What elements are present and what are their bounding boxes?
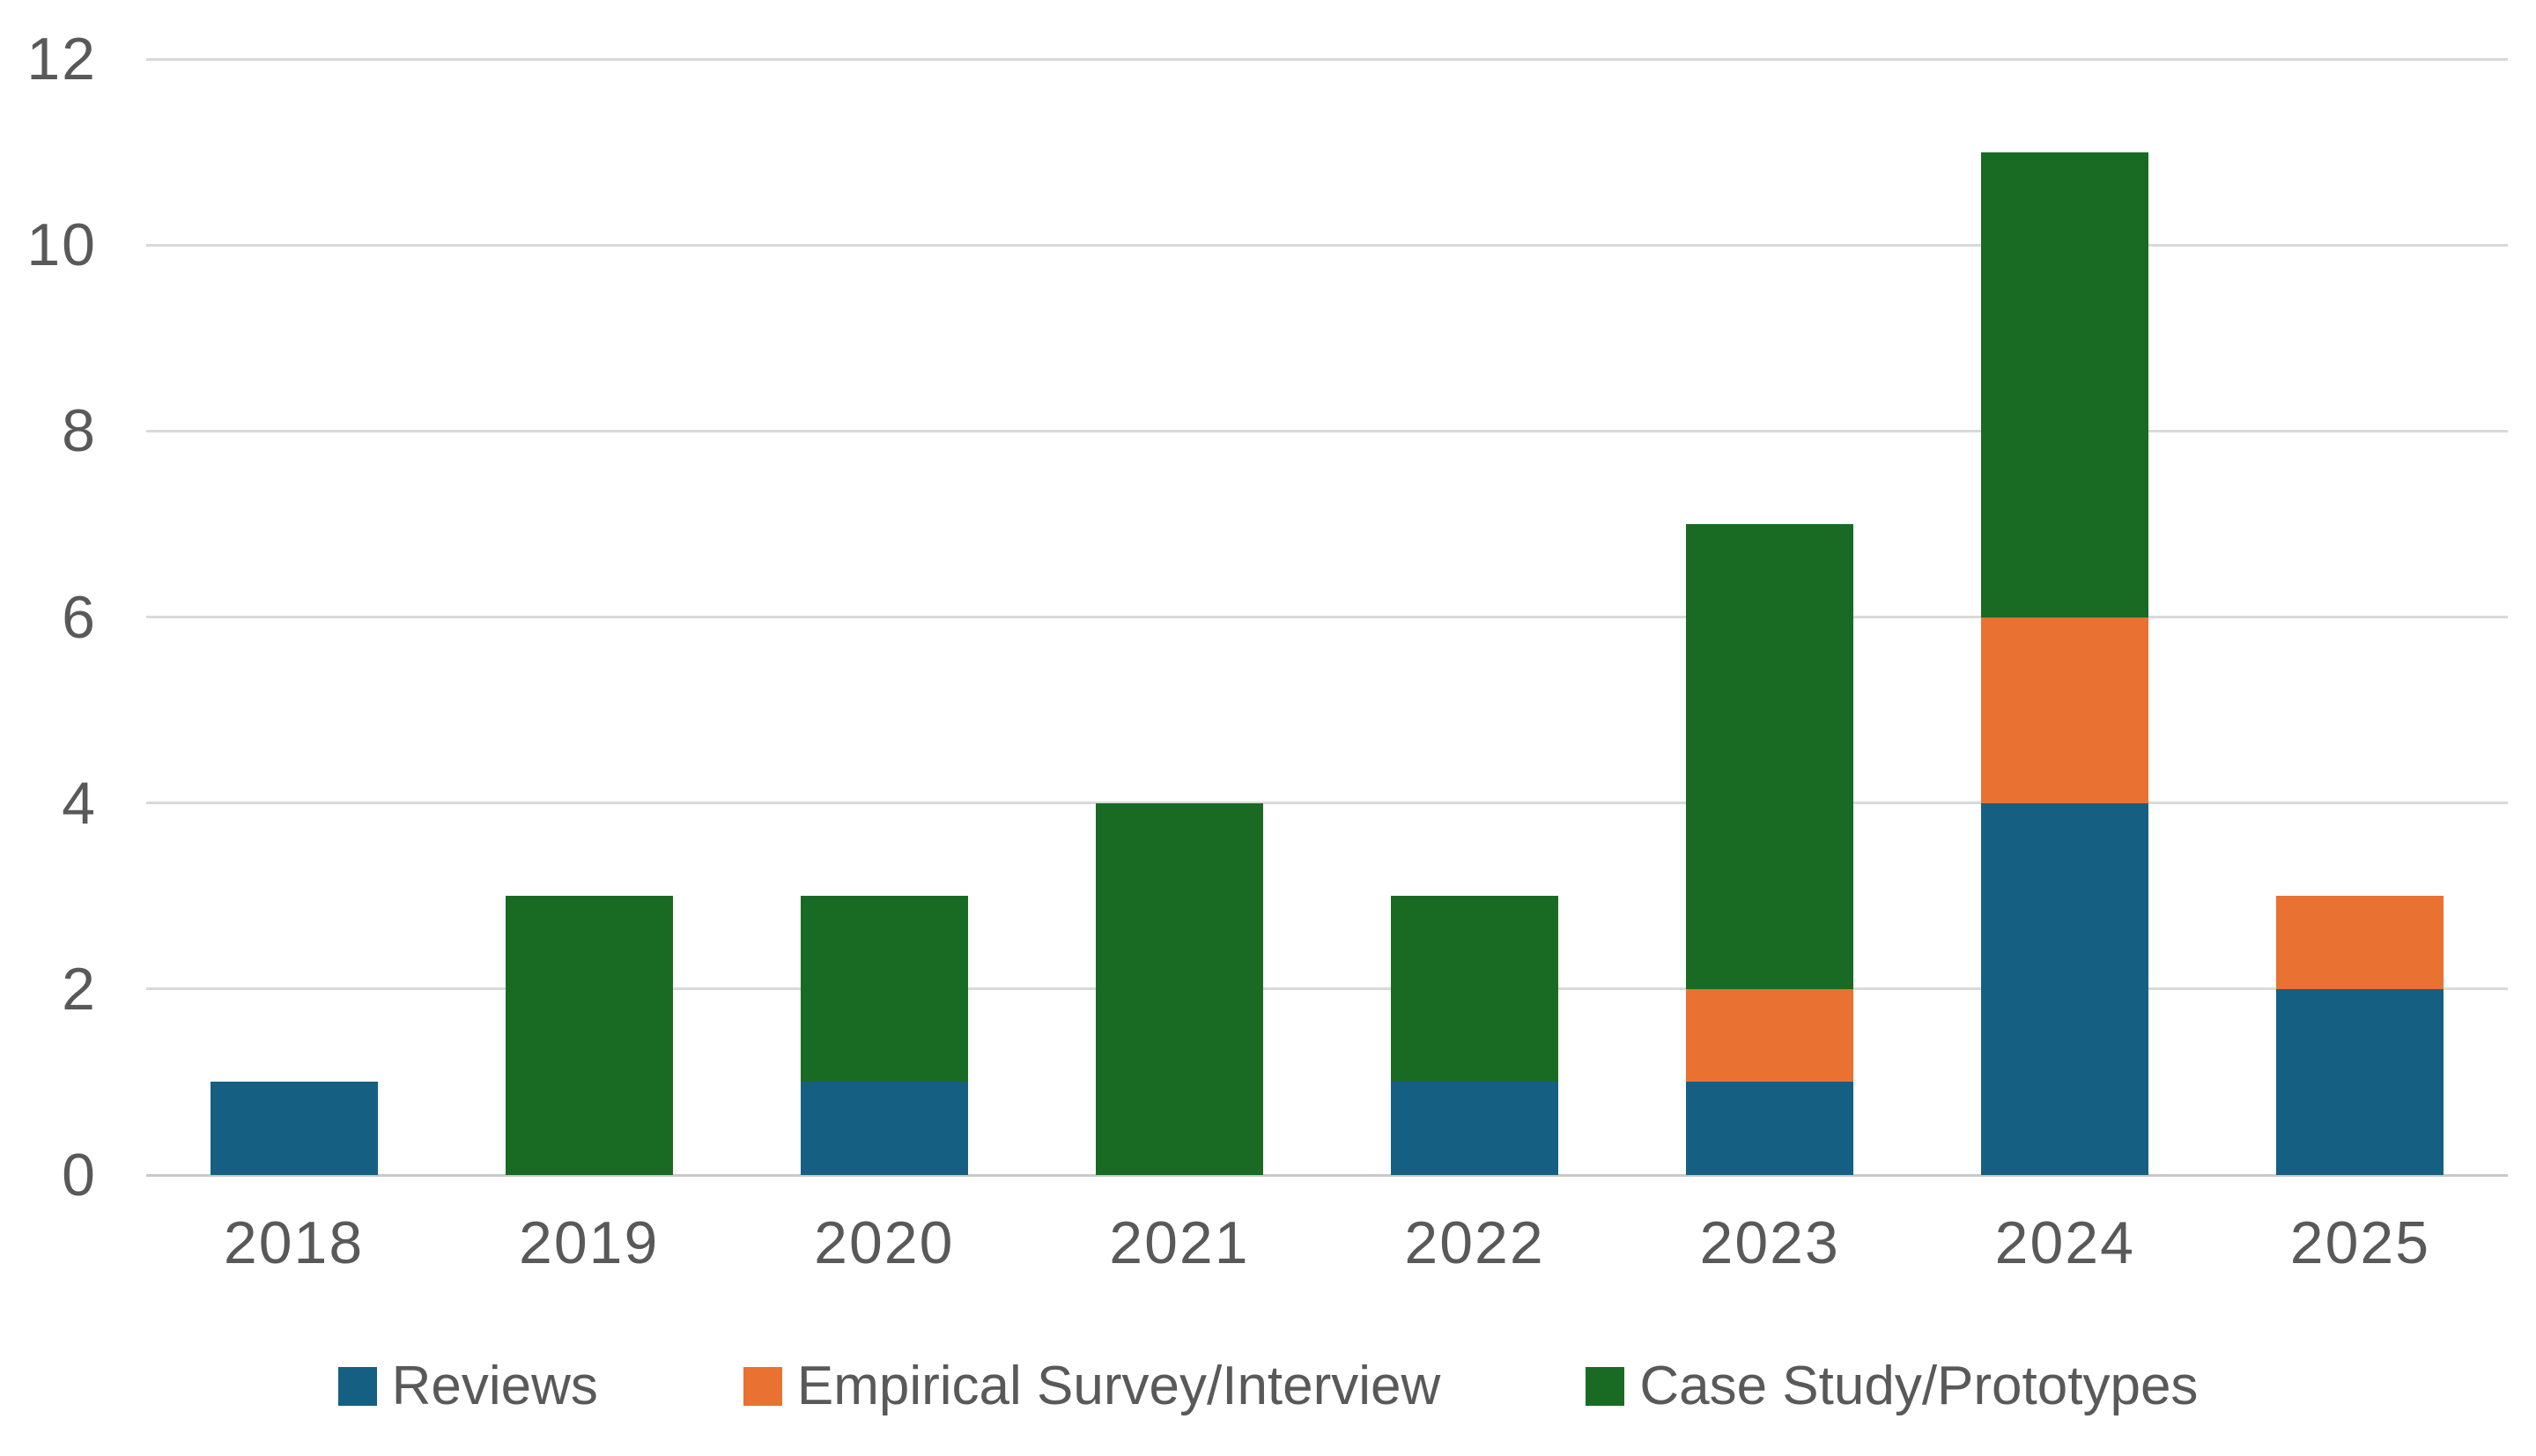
bar-2023-case-study-prototypes: [1686, 523, 1854, 989]
bar-2022-case-study-prototypes: [1391, 896, 1559, 1083]
gridline: [146, 802, 2508, 805]
legend-label: Case Study/Prototypes: [1639, 1356, 2199, 1416]
bar-2020-case-study-prototypes: [800, 896, 968, 1083]
gridline: [146, 429, 2508, 432]
y-tick-label: 4: [62, 769, 97, 837]
legend-swatch-icon: [1586, 1366, 1625, 1406]
y-tick-label: 8: [62, 397, 97, 465]
legend-label: Reviews: [391, 1356, 598, 1416]
bar-2024-reviews: [1981, 802, 2149, 1175]
bar-2021-case-study-prototypes: [1095, 802, 1263, 1175]
x-tick-label-2024: 2024: [1994, 1209, 2135, 1276]
gridline: [146, 243, 2508, 247]
legend-item-reviews: Reviews: [337, 1355, 598, 1417]
bar-2019-case-study-prototypes: [505, 896, 673, 1175]
bar-2022-reviews: [1391, 1082, 1559, 1175]
bar-2023-empirical-survey-interview: [1686, 988, 1854, 1083]
legend-item-empirical-survey-interview: Empirical Survey/Interview: [743, 1355, 1440, 1417]
y-tick-label: 10: [26, 211, 97, 279]
x-tick-label-2022: 2022: [1404, 1209, 1545, 1276]
x-tick-label-2021: 2021: [1109, 1209, 1250, 1276]
bar-2024-empirical-survey-interview: [1981, 617, 2149, 803]
legend-swatch-icon: [337, 1366, 377, 1406]
y-tick-label: 0: [62, 1142, 97, 1208]
y-tick-label: 12: [26, 26, 97, 92]
plot-area: [146, 57, 2508, 1177]
bar-2024-case-study-prototypes: [1981, 152, 2149, 617]
bar-2025-empirical-survey-interview: [2276, 896, 2444, 989]
bar-2023-reviews: [1686, 1082, 1854, 1175]
gridline: [146, 57, 2508, 61]
y-tick-label: 6: [62, 583, 97, 651]
legend-label: Empirical Survey/Interview: [796, 1356, 1441, 1416]
bar-2025-reviews: [2276, 988, 2444, 1175]
legend-item-case-study-prototypes: Case Study/Prototypes: [1586, 1355, 2198, 1417]
gridline: [146, 987, 2508, 991]
gridline: [146, 616, 2508, 618]
y-tick-label: 2: [62, 955, 97, 1023]
x-tick-label-2020: 2020: [814, 1209, 955, 1276]
bar-2020-reviews: [800, 1082, 968, 1175]
x-tick-label-2018: 2018: [223, 1209, 365, 1276]
x-axis-line: [146, 1173, 2508, 1177]
bar-2018-reviews: [210, 1082, 378, 1175]
x-tick-label-2025: 2025: [2289, 1209, 2431, 1276]
x-tick-label-2023: 2023: [1699, 1209, 1840, 1276]
x-tick-label-2019: 2019: [519, 1209, 660, 1276]
legend: Reviews Empirical Survey/Interview Case St…: [0, 1355, 2536, 1417]
legend-swatch-icon: [743, 1366, 782, 1406]
